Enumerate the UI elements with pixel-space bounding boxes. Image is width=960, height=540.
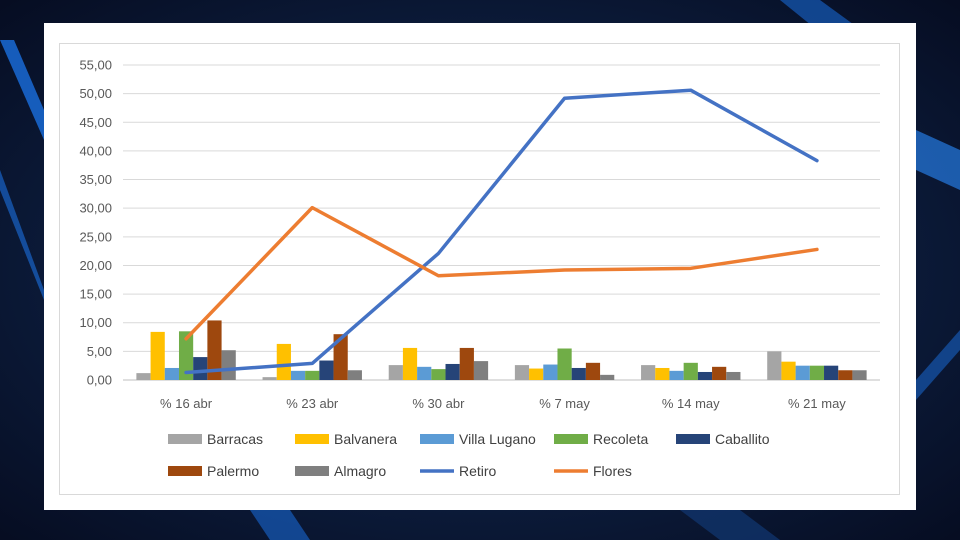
legend-label-retiro: Retiro (459, 463, 497, 479)
y-tick-label: 40,00 (79, 143, 112, 158)
legend-label-flores: Flores (593, 463, 632, 479)
legend-label-palermo: Palermo (207, 463, 259, 479)
bar-villa-lugano (543, 364, 558, 380)
bar-barracas (514, 365, 530, 380)
bar-villa-lugano (795, 365, 810, 380)
x-tick-label: % 16 abr (160, 396, 213, 411)
bar-barracas (767, 351, 782, 380)
bar-almagro (473, 361, 489, 380)
legend-swatch-barracas (168, 434, 202, 444)
bar-balvanera (655, 367, 670, 380)
bar-balvanera (276, 343, 291, 380)
legend-swatch-villa-lugano (420, 434, 454, 444)
chart-card: 0,00 5,00 10,00 15,00 20,00 25,00 30,00 35,00 40… (44, 23, 916, 510)
bar-balvanera (402, 347, 418, 380)
bar-almagro (347, 370, 362, 380)
bar-balvanera (781, 361, 796, 380)
bar-recoleta (683, 362, 698, 380)
bar-palermo (838, 370, 853, 380)
bar-palermo (712, 366, 727, 380)
y-tick-label: 35,00 (79, 172, 112, 187)
chart: 0,00 5,00 10,00 15,00 20,00 25,00 30,00 35,00 40… (79, 58, 880, 479)
bar-barracas (136, 373, 151, 380)
x-tick-label: % 21 may (788, 396, 846, 411)
bar-palermo (333, 334, 348, 380)
bar-barracas (388, 365, 403, 380)
y-tick-label: 0,00 (87, 373, 112, 388)
line-flores (184, 205, 819, 341)
x-tick-label: % 7 may (539, 396, 590, 411)
bar-palermo (459, 347, 474, 380)
bar-recoleta (305, 370, 320, 380)
bar-villa-lugano (290, 370, 306, 380)
bar-recoleta (809, 365, 825, 380)
bar-caballito (571, 367, 586, 380)
y-tick-label: 30,00 (79, 201, 112, 216)
legend-label-recoleta: Recoleta (593, 431, 648, 447)
legend-swatch-almagro (295, 466, 329, 476)
bar-villa-lugano (417, 366, 432, 380)
line-retiro (184, 88, 819, 375)
x-tick-label: % 23 abr (286, 396, 339, 411)
bar-caballito (445, 363, 460, 380)
bar-villa-lugano (164, 367, 179, 380)
bar-balvanera (529, 368, 544, 380)
bar-almagro (221, 350, 236, 380)
y-tick-label: 55,00 (79, 58, 112, 73)
legend-swatch-caballito (676, 434, 710, 444)
bar-barracas (641, 365, 656, 380)
bar-almagro (852, 370, 867, 380)
bar-villa-lugano (669, 370, 684, 380)
bar-almagro (600, 374, 615, 380)
bar-palermo (585, 362, 601, 380)
bar-balvanera (150, 331, 165, 380)
bar-palermo (207, 320, 222, 380)
legend-label-barracas: Barracas (207, 431, 263, 447)
y-tick-label: 5,00 (87, 344, 112, 359)
chart-frame (59, 43, 900, 495)
bar-almagro (726, 371, 741, 380)
bar-caballito (193, 357, 208, 380)
bar-recoleta (178, 331, 194, 380)
y-tick-label: 45,00 (79, 115, 112, 130)
bar-caballito (824, 365, 839, 380)
legend-label-balvanera: Balvanera (334, 431, 397, 447)
bar-barracas (262, 377, 277, 380)
y-tick-label: 15,00 (79, 287, 112, 302)
bar-caballito (697, 371, 713, 380)
x-tick-label: % 30 abr (412, 396, 465, 411)
y-tick-label: 25,00 (79, 229, 112, 244)
legend-swatch-palermo (168, 466, 202, 476)
x-tick-label: % 14 may (662, 396, 720, 411)
legend-swatch-recoleta (554, 434, 588, 444)
legend-label-villa-lugano: Villa Lugano (459, 431, 536, 447)
y-tick-label: 50,00 (79, 86, 112, 101)
bar-recoleta (557, 348, 572, 380)
legend-label-caballito: Caballito (715, 431, 770, 447)
legend-label-almagro: Almagro (334, 463, 386, 479)
bar-caballito (319, 360, 334, 380)
legend-swatch-balvanera (295, 434, 329, 444)
y-tick-label: 10,00 (79, 315, 112, 330)
y-tick-label: 20,00 (79, 258, 112, 273)
bar-recoleta (431, 369, 446, 380)
